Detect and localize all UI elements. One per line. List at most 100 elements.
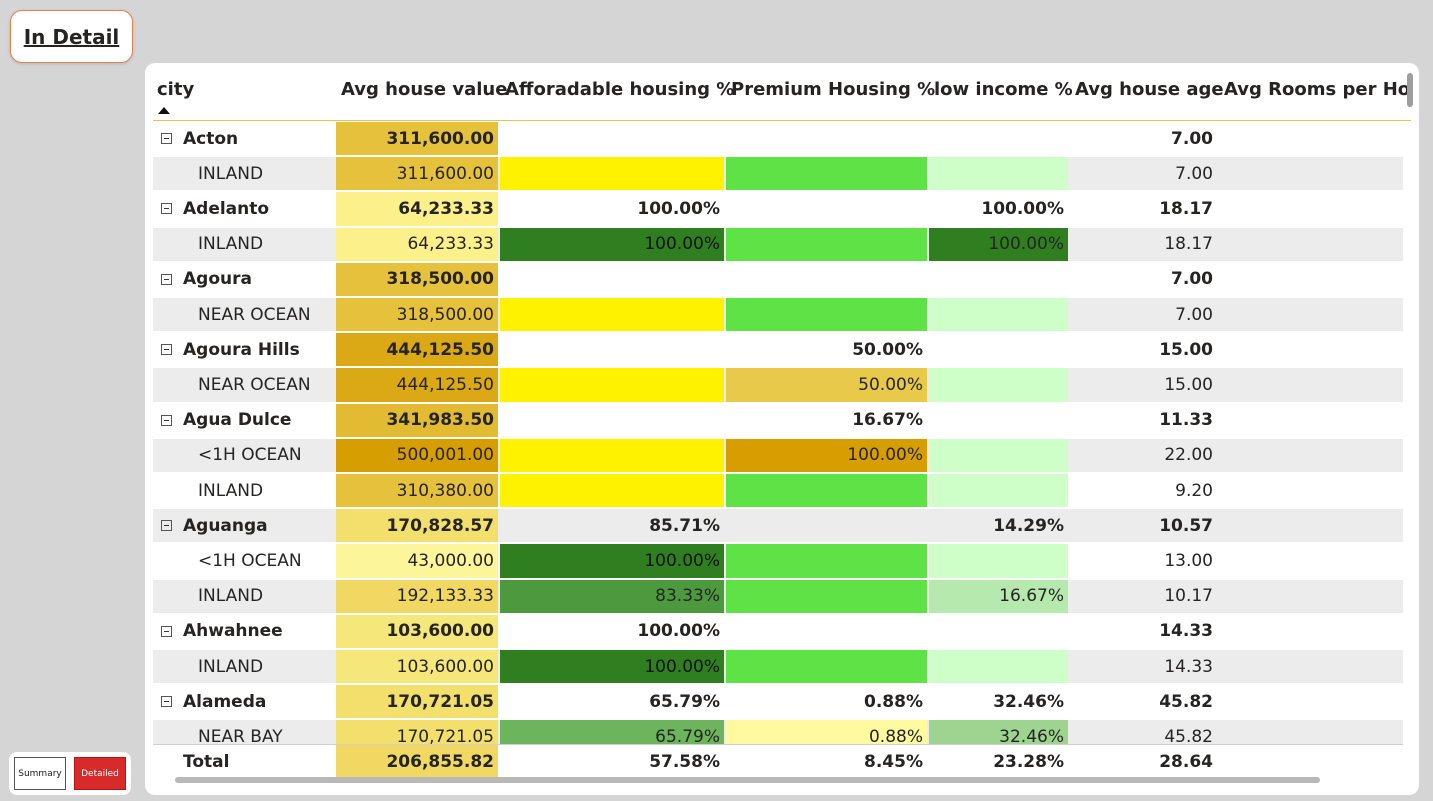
low-income-cell bbox=[929, 263, 1068, 296]
column-header-low-income[interactable]: low income % bbox=[934, 79, 1073, 100]
total-avg-house-age: 28.64 bbox=[1159, 752, 1213, 772]
low-income-cell: 14.29% bbox=[993, 515, 1064, 536]
avg-house-value-cell: 318,500.00 bbox=[336, 298, 498, 332]
column-header-premium-housing[interactable]: Premium Housing % bbox=[731, 79, 936, 100]
table-row: INLAND 103,600.00 100.00% 14.33 bbox=[153, 650, 1403, 684]
table-row: NEAR OCEAN 318,500.00 7.00 bbox=[153, 298, 1403, 332]
low-income-cell bbox=[929, 474, 1068, 508]
affordable-housing-cell bbox=[500, 263, 724, 296]
low-income-cell bbox=[929, 650, 1068, 684]
collapse-icon[interactable] bbox=[161, 203, 172, 215]
avg-house-value-cell: 170,828.57 bbox=[336, 509, 498, 543]
table-row: <1H OCEAN 43,000.00 100.00% 13.00 bbox=[153, 544, 1403, 578]
low-income-cell: 16.67% bbox=[929, 579, 1068, 613]
avg-rooms-cell bbox=[1219, 544, 1403, 577]
city-cell: <1H OCEAN bbox=[153, 544, 335, 577]
avg-rooms-cell bbox=[1219, 157, 1403, 190]
city-cell: INLAND bbox=[153, 474, 335, 507]
collapse-icon[interactable] bbox=[161, 696, 172, 708]
low-income-cell bbox=[929, 157, 1068, 191]
avg-house-age-cell: 18.17 bbox=[1164, 234, 1213, 255]
affordable-housing-cell: 65.79% bbox=[649, 691, 720, 712]
avg-house-value-cell: 310,380.00 bbox=[336, 474, 498, 508]
table-group-row: Agua Dulce 341,983.50 16.67% 11.33 bbox=[153, 403, 1403, 437]
avg-house-age-cell: 10.17 bbox=[1164, 586, 1213, 607]
city-label: INLAND bbox=[198, 656, 264, 677]
premium-housing-cell: 0.88% bbox=[864, 691, 923, 712]
affordable-housing-cell bbox=[500, 474, 724, 508]
avg-house-age-cell: 14.33 bbox=[1159, 621, 1213, 642]
avg-rooms-cell bbox=[1219, 580, 1403, 613]
table-group-row: Acton 311,600.00 7.00 bbox=[153, 122, 1403, 156]
collapse-icon[interactable] bbox=[161, 520, 172, 532]
city-cell: Aguanga bbox=[153, 509, 335, 542]
premium-housing-cell bbox=[726, 263, 927, 296]
table-header: city Avg house value Afforadable housing… bbox=[153, 63, 1411, 121]
premium-housing-cell bbox=[726, 544, 927, 578]
collapse-icon[interactable] bbox=[161, 273, 172, 285]
total-affordable-housing: 57.58% bbox=[649, 752, 720, 772]
city-label: Agoura Hills bbox=[183, 339, 300, 360]
avg-house-age-cell: 15.00 bbox=[1159, 339, 1213, 360]
total-avg-rooms bbox=[1219, 745, 1403, 779]
avg-house-age-cell: 45.82 bbox=[1159, 691, 1213, 712]
total-premium-housing: 8.45% bbox=[864, 752, 923, 772]
table-row: INLAND 64,233.33 100.00% 100.00% 18.17 bbox=[153, 227, 1403, 261]
sort-ascending-icon[interactable] bbox=[158, 107, 170, 114]
avg-rooms-cell bbox=[1219, 615, 1403, 648]
collapse-icon[interactable] bbox=[161, 344, 172, 356]
city-cell: Adelanto bbox=[153, 192, 335, 225]
premium-housing-cell: 50.00% bbox=[852, 339, 923, 360]
avg-rooms-cell bbox=[1219, 122, 1403, 155]
city-cell: Ahwahnee bbox=[153, 615, 335, 648]
avg-house-age-cell: 14.33 bbox=[1164, 656, 1213, 677]
avg-house-value-cell: 311,600.00 bbox=[336, 157, 498, 191]
city-cell: INLAND bbox=[153, 157, 335, 190]
premium-housing-cell: 50.00% bbox=[726, 368, 927, 402]
low-income-cell bbox=[929, 333, 1068, 366]
column-header-avg-house-age[interactable]: Avg house age bbox=[1075, 79, 1224, 100]
matrix-table: city Avg house value Afforadable housing… bbox=[145, 63, 1419, 795]
low-income-cell bbox=[929, 544, 1068, 578]
affordable-housing-cell bbox=[500, 368, 724, 402]
city-cell: NEAR BAY bbox=[153, 720, 335, 753]
city-label: NEAR OCEAN bbox=[198, 304, 311, 325]
column-header-affordable-housing[interactable]: Afforadable housing % bbox=[505, 79, 735, 100]
city-label: INLAND bbox=[198, 234, 264, 255]
city-label: NEAR BAY bbox=[198, 726, 283, 747]
avg-house-age-cell: 7.00 bbox=[1171, 128, 1213, 149]
column-header-city[interactable]: city bbox=[157, 79, 195, 100]
page-title-button[interactable]: In Detail bbox=[10, 10, 133, 63]
avg-house-age-cell: 9.20 bbox=[1175, 480, 1213, 501]
collapse-icon[interactable] bbox=[161, 133, 172, 145]
avg-house-value-cell: 64,233.33 bbox=[336, 227, 498, 261]
detailed-button[interactable]: Detailed bbox=[74, 757, 126, 790]
avg-house-value-cell: 170,721.05 bbox=[336, 685, 498, 719]
premium-housing-cell bbox=[726, 650, 927, 684]
low-income-cell: 32.46% bbox=[993, 691, 1064, 712]
table-group-row: Ahwahnee 103,600.00 100.00% 14.33 bbox=[153, 614, 1403, 648]
avg-rooms-cell bbox=[1219, 333, 1403, 366]
avg-rooms-cell bbox=[1219, 228, 1403, 261]
low-income-cell: 100.00% bbox=[981, 198, 1064, 219]
table-group-row: Alameda 170,721.05 65.79% 0.88% 32.46% 45.82 bbox=[153, 685, 1403, 719]
avg-rooms-cell bbox=[1219, 298, 1403, 331]
premium-housing-cell: 100.00% bbox=[726, 438, 927, 472]
total-label: Total bbox=[183, 752, 230, 772]
city-cell: Agua Dulce bbox=[153, 404, 335, 437]
column-header-avg-rooms[interactable]: Avg Rooms per Hou bbox=[1224, 79, 1411, 100]
vertical-scrollbar[interactable] bbox=[1407, 73, 1413, 107]
low-income-cell bbox=[929, 404, 1068, 437]
collapse-icon[interactable] bbox=[161, 414, 172, 426]
column-header-avg-house-value[interactable]: Avg house value bbox=[341, 79, 508, 100]
low-income-cell bbox=[929, 615, 1068, 648]
collapse-icon[interactable] bbox=[161, 625, 172, 637]
city-label: Ahwahnee bbox=[183, 621, 283, 642]
affordable-housing-cell: 100.00% bbox=[637, 198, 720, 219]
horizontal-scrollbar[interactable] bbox=[175, 777, 1320, 783]
affordable-housing-cell bbox=[500, 333, 724, 366]
city-label: Alameda bbox=[183, 691, 267, 712]
city-cell: Agoura Hills bbox=[153, 333, 335, 366]
avg-house-age-cell: 7.00 bbox=[1175, 163, 1213, 184]
summary-button[interactable]: Summary bbox=[14, 757, 66, 790]
